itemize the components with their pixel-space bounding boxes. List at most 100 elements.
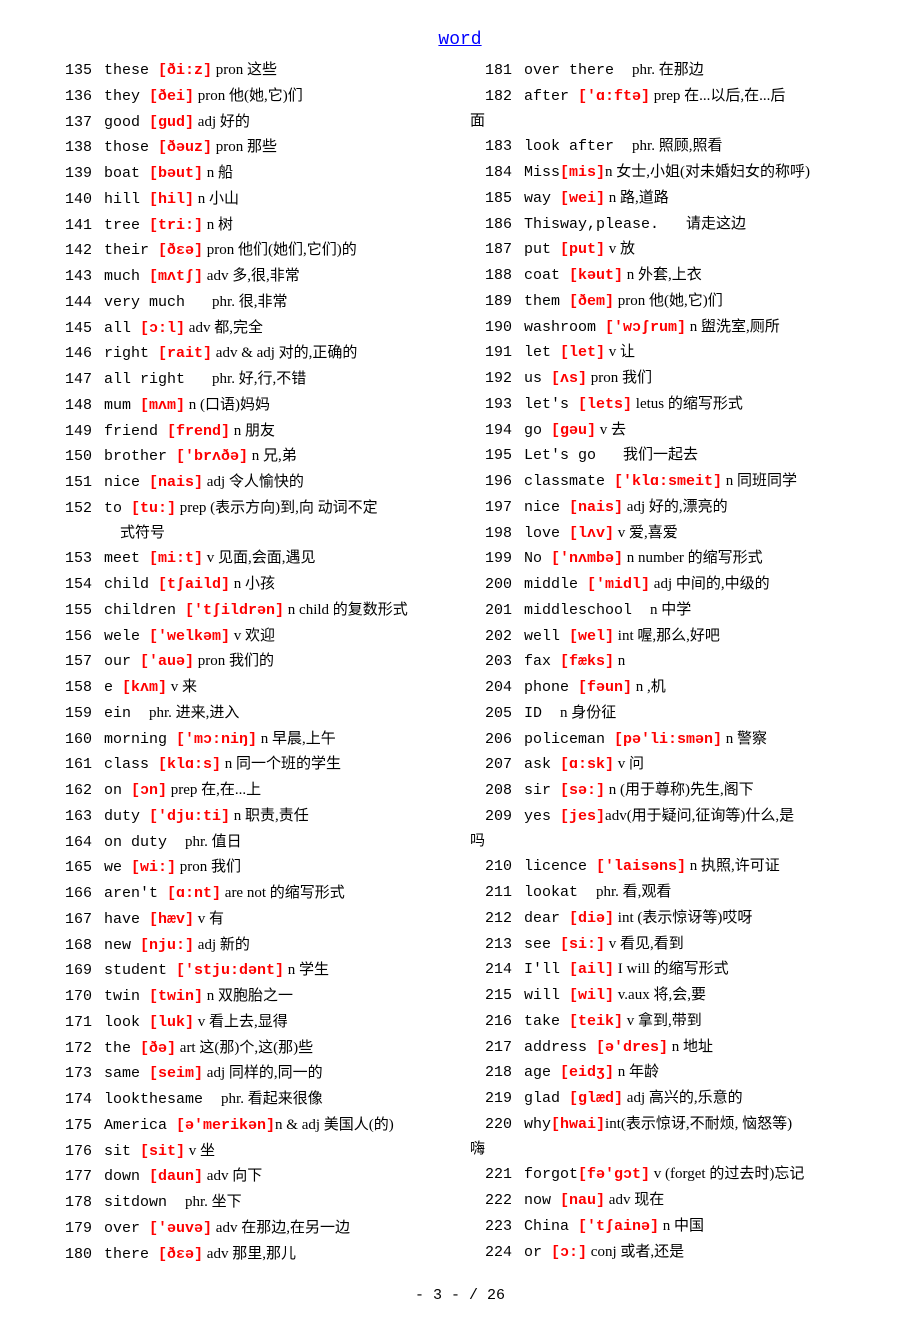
entry-ipa: [fəun] xyxy=(578,679,632,696)
entry-ipa: [ɔ:l] xyxy=(140,320,185,337)
entry-ipa: [diə] xyxy=(569,910,614,927)
entry-word: we xyxy=(104,859,131,876)
entry-ipa: [hæv] xyxy=(149,911,194,928)
entry-definition: n number 的缩写形式 xyxy=(623,550,763,566)
entry-number: 211 xyxy=(470,881,524,906)
entry-ipa: [ðɛə] xyxy=(158,242,203,259)
entry-word: on xyxy=(104,782,131,799)
entry-ipa: [sə:] xyxy=(560,782,605,799)
entry-word: forgot xyxy=(524,1166,578,1183)
entry-ipa: [tu:] xyxy=(131,500,176,517)
entry-ipa: [teik] xyxy=(569,1013,623,1030)
entry-number: 210 xyxy=(470,855,524,880)
vocab-entry: 161class [klɑ:s] n 同一个班的学生 xyxy=(50,752,450,778)
entry-definition: phr. 在那边 xyxy=(632,62,704,78)
entry-word: morning xyxy=(104,731,176,748)
entry-number: 148 xyxy=(50,394,104,419)
entry-ipa: ['dju:ti] xyxy=(149,808,230,825)
entry-definition: pron 他们(她们,它们)的 xyxy=(203,242,357,258)
entry-word: nice xyxy=(524,499,569,516)
entry-word: wele xyxy=(104,628,149,645)
entry-ipa: ['klɑ:smeit] xyxy=(614,473,722,490)
entry-ipa: [ði:z] xyxy=(158,62,212,79)
entry-word: Thisway,please. xyxy=(524,216,686,233)
vocab-entry: 157our ['auə] pron 我们的 xyxy=(50,649,450,675)
vocab-entry: 142their [ðɛə] pron 他们(她们,它们)的 xyxy=(50,238,450,264)
entry-number: 214 xyxy=(470,958,524,983)
entry-definition: phr. 很,非常 xyxy=(212,294,287,310)
entry-word: coat xyxy=(524,267,569,284)
entry-definition: adv 在那边,在另一边 xyxy=(212,1220,350,1236)
entry-definition: v 看上去,显得 xyxy=(194,1014,288,1030)
content-columns: 135these [ði:z] pron 这些136they [ðei] pro… xyxy=(50,58,870,1267)
entry-ipa: [sit] xyxy=(140,1143,185,1160)
entry-ipa: [nais] xyxy=(569,499,623,516)
vocab-entry: 135these [ði:z] pron 这些 xyxy=(50,58,450,84)
entry-continuation: 面 xyxy=(470,110,870,135)
entry-ipa: [nais] xyxy=(149,474,203,491)
entry-definition: v 爱,喜爱 xyxy=(614,525,678,541)
entry-word: dear xyxy=(524,910,569,927)
entry-word: hill xyxy=(104,191,149,208)
entry-definition: adv & adj 对的,正确的 xyxy=(212,345,357,361)
entry-number: 164 xyxy=(50,831,104,856)
entry-continuation: 式符号 xyxy=(50,522,450,547)
entry-number: 206 xyxy=(470,728,524,753)
vocab-entry: 190washroom ['wɔʃrum] n 盥洗室,厕所 xyxy=(470,315,870,341)
entry-word: middleschool xyxy=(524,602,650,619)
entry-number: 155 xyxy=(50,599,104,624)
entry-word: student xyxy=(104,962,176,979)
entry-number: 162 xyxy=(50,779,104,804)
entry-number: 160 xyxy=(50,728,104,753)
vocab-entry: 206policeman [pə'li:smən] n 警察 xyxy=(470,727,870,753)
entry-number: 179 xyxy=(50,1217,104,1242)
entry-ipa: [wel] xyxy=(569,628,614,645)
page-header: word xyxy=(50,30,870,50)
entry-definition: n 中国 xyxy=(659,1218,704,1234)
vocab-entry: 139boat [bəut] n 船 xyxy=(50,161,450,187)
entry-word: let's xyxy=(524,396,578,413)
entry-word: age xyxy=(524,1064,560,1081)
entry-word: phone xyxy=(524,679,578,696)
entry-word: brother xyxy=(104,448,176,465)
entry-word: us xyxy=(524,370,551,387)
entry-number: 215 xyxy=(470,984,524,1009)
entry-definition: v 放 xyxy=(605,241,635,257)
entry-ipa: ['tʃainə] xyxy=(578,1218,659,1235)
entry-definition: n 双胞胎之一 xyxy=(203,988,293,1004)
entry-definition: v 去 xyxy=(596,422,626,438)
vocab-entry: 184Miss[mis]n 女士,小姐(对未婚妇女的称呼) xyxy=(470,160,870,186)
entry-word: middle xyxy=(524,576,587,593)
entry-definition: adv 向下 xyxy=(203,1168,262,1184)
entry-ipa: [wi:] xyxy=(131,859,176,876)
entry-ipa: [mʌm] xyxy=(140,397,185,414)
entry-ipa: [tri:] xyxy=(149,217,203,234)
vocab-entry: 186Thisway,please. 请走这边 xyxy=(470,212,870,238)
entry-number: 171 xyxy=(50,1011,104,1036)
entry-ipa: [put] xyxy=(560,241,605,258)
entry-word: I'll xyxy=(524,961,569,978)
entry-definition: v 拿到,带到 xyxy=(623,1013,702,1029)
vocab-entry: 172the [ðə] art 这(那)个,这(那)些 xyxy=(50,1036,450,1062)
entry-definition: pron 这些 xyxy=(212,62,277,78)
entry-definition: conj 或者,还是 xyxy=(587,1244,684,1260)
entry-definition: phr. 好,行,不错 xyxy=(212,371,306,387)
vocab-entry: 153meet [mi:t] v 见面,会面,遇见 xyxy=(50,546,450,572)
vocab-entry: 209yes [jes]adv(用于疑问,征询等)什么,是 xyxy=(470,804,870,830)
vocab-entry: 212dear [diə] int (表示惊讶等)哎呀 xyxy=(470,906,870,932)
entry-number: 153 xyxy=(50,547,104,572)
entry-ipa: [frend] xyxy=(167,423,230,440)
entry-number: 209 xyxy=(470,805,524,830)
entry-ipa: [ðɛə] xyxy=(158,1246,203,1263)
vocab-entry: 215will [wil] v.aux 将,会,要 xyxy=(470,983,870,1009)
entry-ipa: ['auə] xyxy=(140,653,194,670)
entry-ipa: [wei] xyxy=(560,190,605,207)
entry-word: very much xyxy=(104,294,212,311)
vocab-entry: 208sir [sə:] n (用于尊称)先生,阁下 xyxy=(470,778,870,804)
entry-number: 218 xyxy=(470,1061,524,1086)
entry-definition: n 执照,许可证 xyxy=(686,858,780,874)
vocab-entry: 155children ['tʃildrən] n child 的复数形式 xyxy=(50,598,450,624)
entry-definition: n 中学 xyxy=(650,602,691,618)
entry-number: 222 xyxy=(470,1189,524,1214)
vocab-entry: 196classmate ['klɑ:smeit] n 同班同学 xyxy=(470,469,870,495)
